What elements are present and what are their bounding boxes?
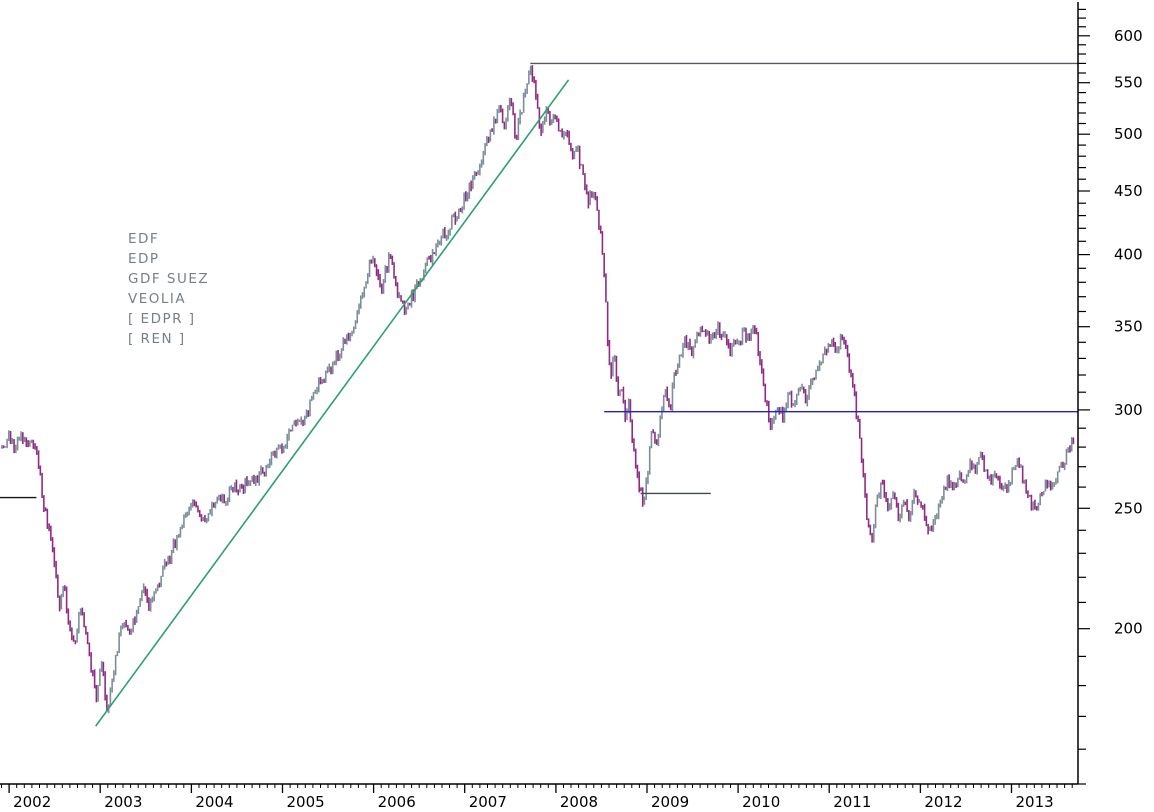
watchlist-label: [ REN ] [128, 331, 186, 347]
drawn-lines [0, 62, 1078, 727]
y-tick-label: 300 [1114, 401, 1143, 419]
x-tick-label: 2003 [104, 793, 142, 811]
watchlist-label: VEOLIA [128, 291, 186, 307]
x-tick-label: 2007 [469, 793, 507, 811]
watchlist-label: GDF SUEZ [128, 271, 209, 287]
price-series [1, 65, 1075, 714]
x-tick-label: 2011 [833, 793, 871, 811]
uptrend-line [95, 79, 570, 727]
watchlist-label: EDF [128, 231, 159, 247]
y-tick-label: 600 [1114, 27, 1143, 45]
y-tick-label: 200 [1114, 620, 1143, 638]
x-tick-label: 2012 [924, 793, 962, 811]
y-tick-label: 450 [1114, 182, 1143, 200]
watchlist-label: [ EDPR ] [128, 311, 196, 327]
x-tick-label: 2013 [1016, 793, 1054, 811]
watchlist-label: EDP [128, 251, 160, 267]
axes [0, 2, 1090, 793]
y-tick-label: 350 [1114, 318, 1143, 336]
y-tick-label: 400 [1114, 246, 1143, 264]
y-tick-label: 500 [1114, 125, 1143, 143]
x-tick-label: 2010 [742, 793, 780, 811]
y-tick-label: 250 [1114, 499, 1143, 517]
x-tick-label: 2004 [195, 793, 233, 811]
chart-labels: 200 250 300 350 400 450 500 550 600 2002 2003 2004 2… [13, 27, 1143, 811]
x-tick-label: 2008 [560, 793, 598, 811]
x-tick-label: 2005 [287, 793, 325, 811]
y-tick-label: 550 [1114, 74, 1143, 92]
x-tick-label: 2009 [651, 793, 689, 811]
x-tick-label: 2002 [13, 793, 51, 811]
x-tick-label: 2006 [378, 793, 416, 811]
